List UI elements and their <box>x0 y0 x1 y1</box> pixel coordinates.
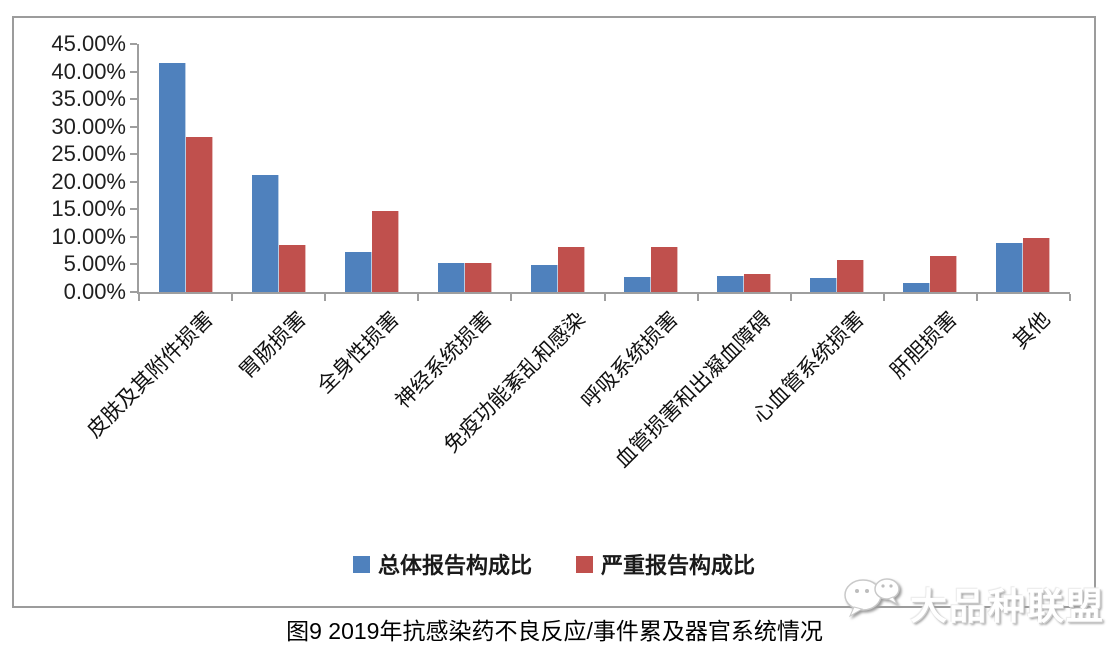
bar-overall-6 <box>717 276 745 292</box>
y-axis-tick-label: 15.00% <box>51 196 126 222</box>
y-axis-tick-label: 10.00% <box>51 223 126 249</box>
bar-overall-1 <box>251 175 279 292</box>
y-axis-tick <box>130 235 137 238</box>
x-axis-labels: 皮肤及其附件损害 胃肠损害 全身性损害 神经系统损害 免疫功能紊乱和感染 呼吸系统损害 血管… <box>82 304 1068 554</box>
x-axis-tick <box>882 294 885 301</box>
y-axis-tick-label: 25.00% <box>51 141 126 167</box>
y-axis-tick-label: 5.00% <box>63 251 126 277</box>
bar-serious-7 <box>837 260 865 292</box>
bar-serious-8 <box>930 256 958 292</box>
y-axis-tick <box>130 70 137 73</box>
y-axis-tick <box>130 291 137 293</box>
legend-swatch-overall <box>352 555 370 573</box>
watermark-label: 大品种联盟 <box>910 585 1105 627</box>
bar-overall-3 <box>437 263 465 292</box>
bar-overall-0 <box>158 63 186 292</box>
bar-overall-7 <box>810 278 838 292</box>
x-axis-tick <box>138 294 140 301</box>
y-axis-tick <box>130 98 137 101</box>
legend-label-serious: 严重报告构成比 <box>601 553 756 578</box>
x-axis-tick <box>324 294 327 301</box>
x-axis-tick <box>603 294 606 301</box>
x-axis-category-label: 全身性损害 <box>313 307 404 399</box>
bar-overall-2 <box>344 252 372 292</box>
y-axis-tick <box>130 43 137 45</box>
bar-serious-5 <box>651 247 679 292</box>
figure-caption: 图9 2019年抗感染药不良反应/事件累及器官系统情况 <box>286 618 823 644</box>
bar-serious-2 <box>371 211 399 292</box>
x-axis-tick <box>975 294 978 301</box>
bar-serious-1 <box>278 245 306 292</box>
y-axis-tick-label: 40.00% <box>51 58 126 84</box>
bar-serious-3 <box>464 263 492 292</box>
chart-frame: 0.00% 5.00% 10.00% 15.00% 20.00% 25.00% 30.00%… <box>12 16 1096 608</box>
y-axis-tick-label: 30.00% <box>51 113 126 139</box>
y-axis-tick-label: 0.00% <box>63 279 126 304</box>
x-axis-tick <box>231 294 234 301</box>
bar-serious-6 <box>744 274 772 292</box>
bar-overall-8 <box>903 283 931 292</box>
x-axis-category-label: 血管损害和出凝血障碍 <box>611 307 776 473</box>
y-axis-tick <box>130 153 137 156</box>
bar-serious-0 <box>185 137 213 292</box>
y-axis-tick <box>130 208 137 211</box>
x-axis-tick <box>1069 294 1071 301</box>
y-axis-tick <box>130 263 137 266</box>
bar-overall-5 <box>624 277 652 292</box>
y-axis-tick-label: 45.00% <box>51 31 126 56</box>
x-axis-category-label: 肝胆损害 <box>886 307 963 384</box>
y-axis-tick-label: 35.00% <box>51 86 126 112</box>
x-axis-tick <box>510 294 513 301</box>
y-axis-tick-label: 20.00% <box>51 168 126 194</box>
x-axis-category-label: 其他 <box>1009 307 1056 354</box>
x-axis-category-label: 皮肤及其附件损害 <box>82 307 218 443</box>
legend-item-overall: 总体报告构成比 <box>352 548 532 580</box>
watermark: 大品种联盟 <box>840 574 1105 631</box>
y-axis-tick <box>130 180 137 183</box>
x-axis-category-label: 胃肠损害 <box>234 307 311 384</box>
chart-legend: 总体报告构成比 严重报告构成比 <box>14 548 1094 580</box>
y-axis-labels: 0.00% 5.00% 10.00% 15.00% 20.00% 25.00% 30.00%… <box>14 32 126 304</box>
wechat-chat-bubbles-icon <box>840 574 906 631</box>
y-axis-tick <box>130 125 137 128</box>
x-axis-tick <box>417 294 420 301</box>
x-axis-tick <box>789 294 792 301</box>
plot-area <box>130 43 1071 301</box>
x-axis-tick <box>696 294 699 301</box>
bar-serious-4 <box>557 247 585 292</box>
bar-overall-9 <box>996 243 1024 292</box>
legend-label-overall: 总体报告构成比 <box>377 553 532 578</box>
bar-serious-9 <box>1023 238 1051 292</box>
legend-swatch-serious <box>576 555 593 573</box>
legend-item-serious: 严重报告构成比 <box>576 548 755 580</box>
bar-overall-4 <box>530 265 558 292</box>
